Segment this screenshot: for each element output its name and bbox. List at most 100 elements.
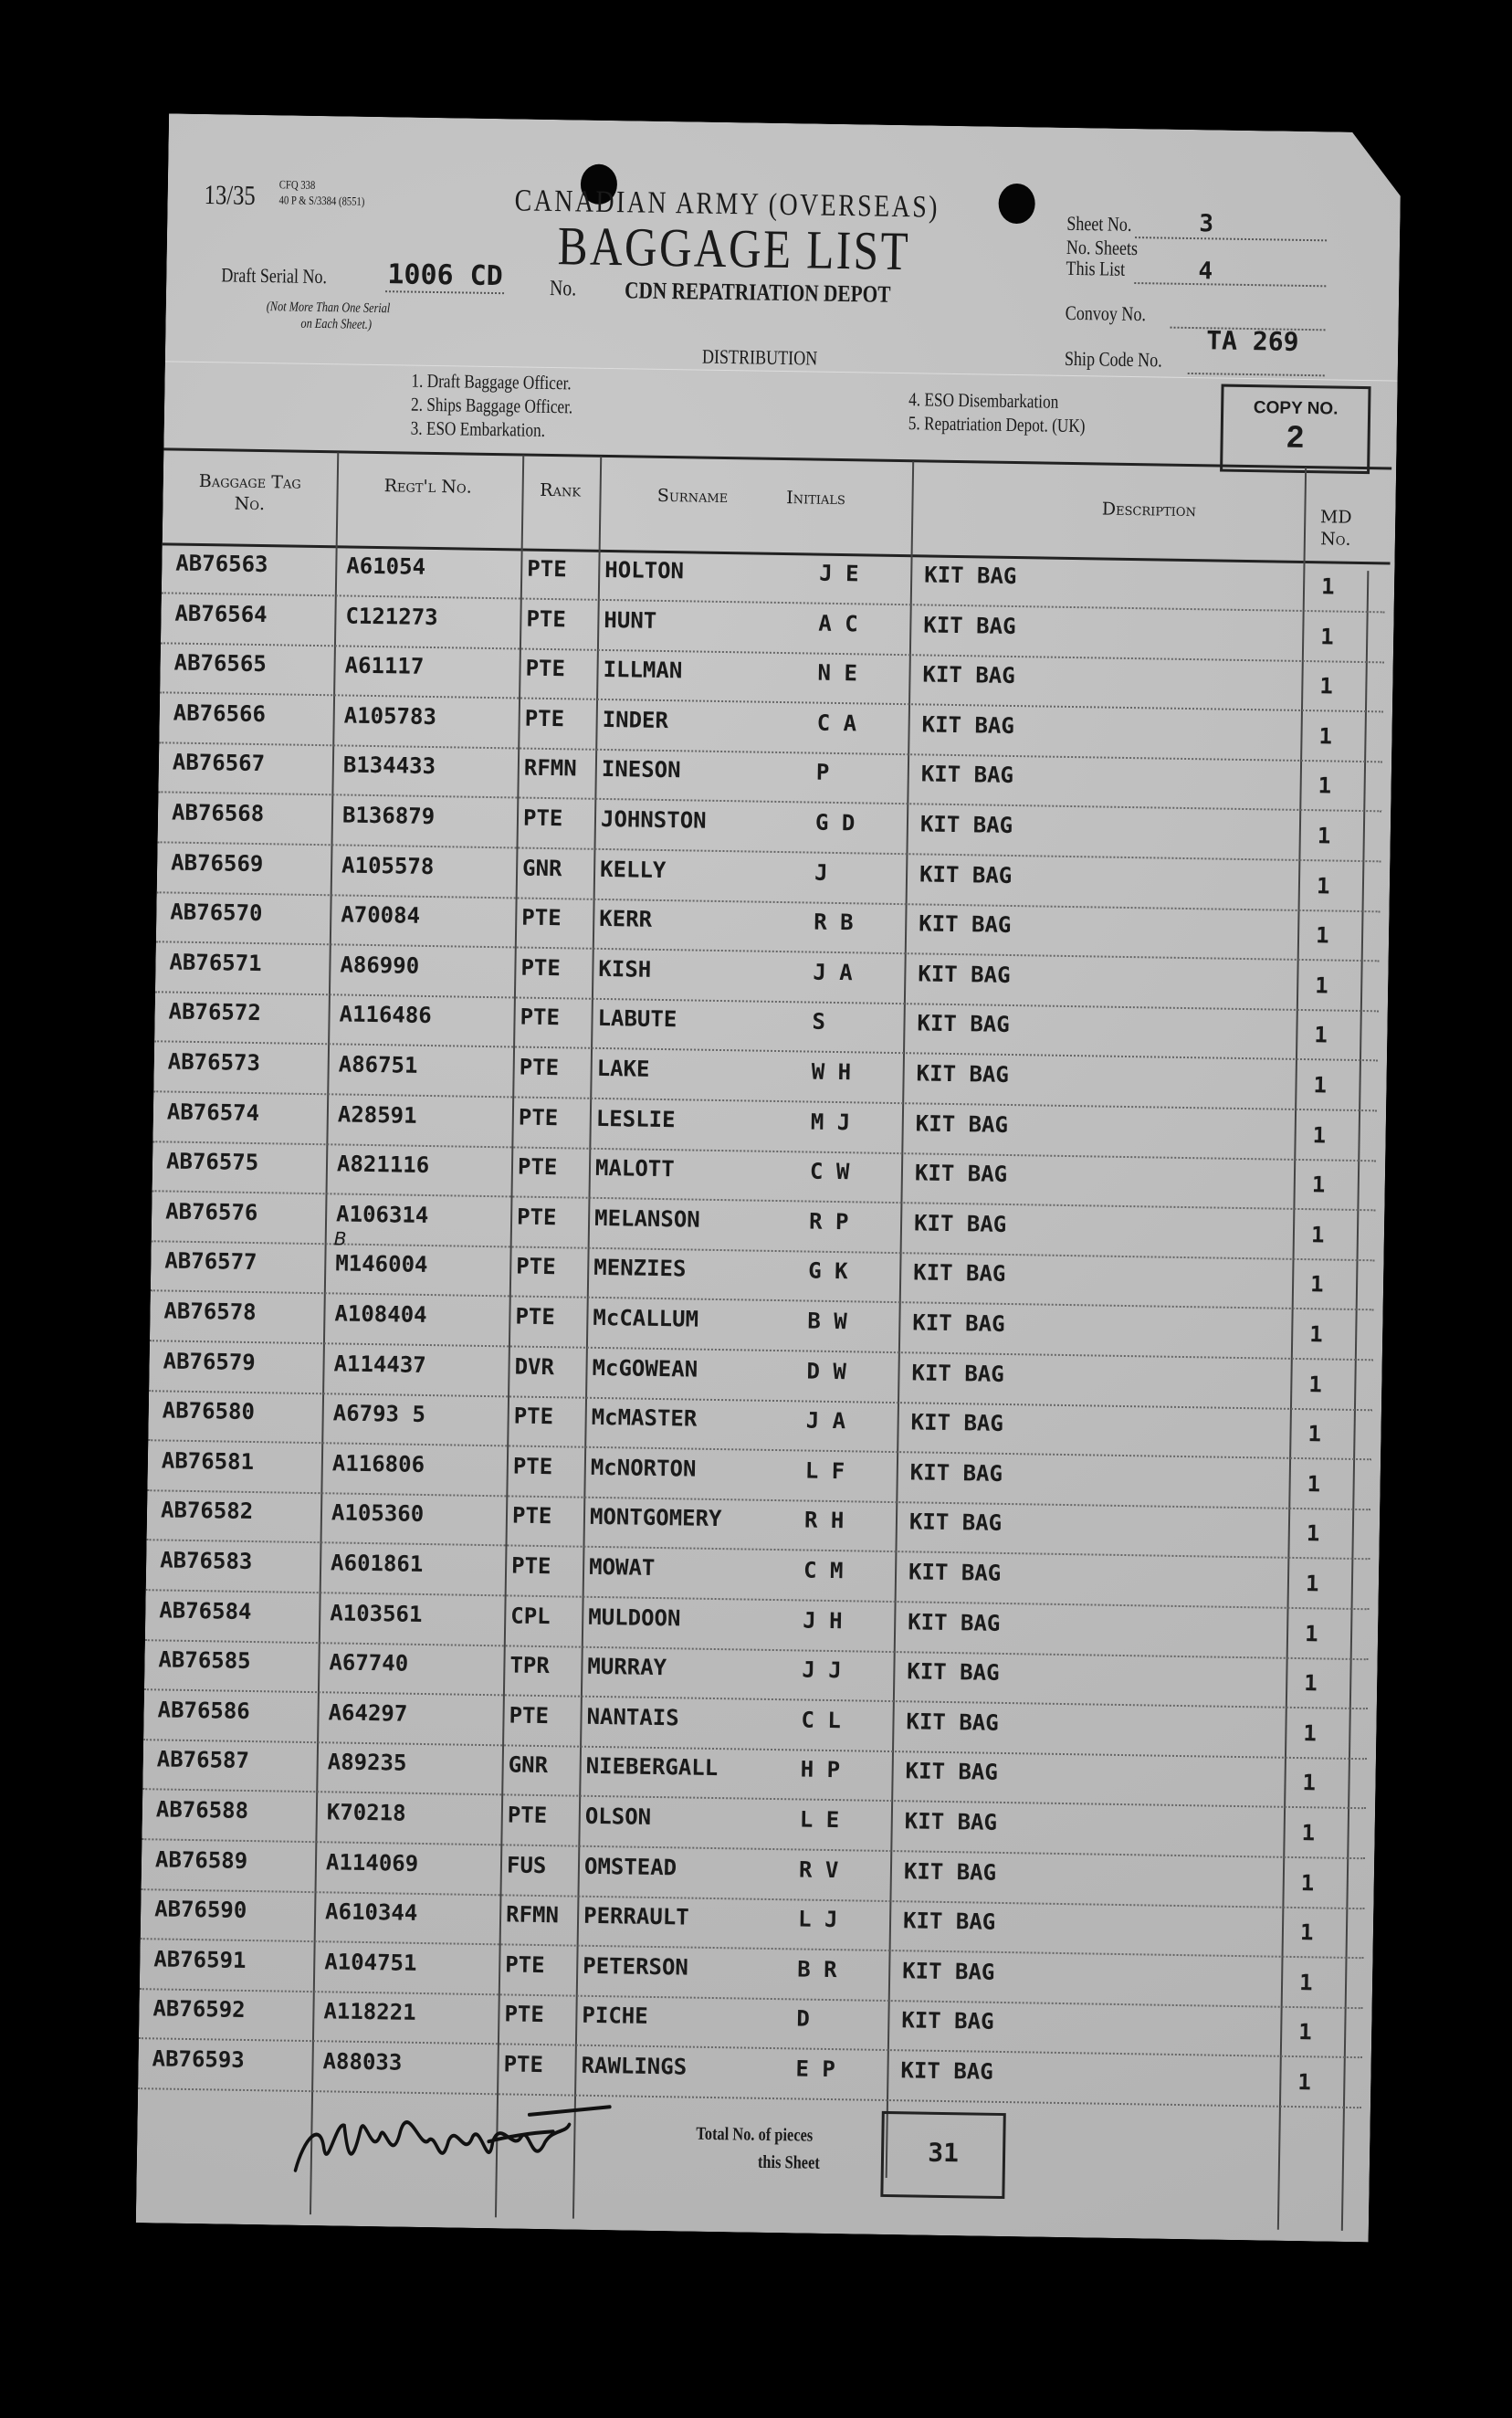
baggage-tag-cell: AB76567: [172, 749, 266, 777]
total-box: 31: [880, 2111, 1005, 2199]
description-cell: KIT BAG: [904, 1808, 998, 1835]
regt-no-cell: A61054: [346, 552, 426, 580]
baggage-tag-cell: AB76573: [167, 1048, 261, 1077]
form-code: 13/35: [204, 180, 256, 211]
surname-cell: PETERSON: [583, 1952, 689, 1981]
form-ref: CFQ 338: [278, 177, 316, 192]
initials-cell: B R: [797, 1956, 837, 1982]
rank-cell: PTE: [503, 2051, 544, 2078]
total-label: this Sheet: [757, 2151, 820, 2173]
initials-cell: R H: [803, 1507, 845, 1534]
rank-cell: GNR: [521, 855, 562, 881]
punch-hole: [998, 184, 1035, 225]
description-cell: KIT BAG: [910, 1409, 1004, 1437]
total-value: 31: [927, 2137, 960, 2169]
surname-cell: McMASTER: [591, 1404, 698, 1432]
rank-cell: CPL: [510, 1603, 551, 1629]
header-md-no: MD No.: [1319, 507, 1352, 550]
header-baggage-tag: Baggage Tag No.: [198, 470, 301, 515]
rank-cell: PTE: [522, 804, 563, 832]
sheet-no-line: [1135, 237, 1327, 241]
md-no-cell: 1: [1305, 1571, 1319, 1597]
initials-cell: J A: [813, 959, 853, 986]
initials-cell: J: [814, 859, 828, 886]
surname-cell: MALOTT: [594, 1155, 675, 1183]
table-top-rule: [163, 447, 1391, 469]
md-no-cell: 1: [1300, 1869, 1315, 1896]
surname-cell: HUNT: [604, 606, 657, 634]
initials-cell: W H: [811, 1058, 852, 1086]
baggage-tag-cell: AB76585: [158, 1646, 251, 1675]
baggage-tag-cell: AB76577: [164, 1247, 257, 1276]
md-no-cell: 1: [1298, 1969, 1313, 1996]
initials-cell: J J: [802, 1656, 842, 1684]
baggage-tag-cell: AB76593: [152, 2045, 245, 2073]
rank-cell: PTE: [524, 705, 565, 732]
initials-cell: N E: [817, 659, 858, 687]
md-no-cell: 1: [1320, 573, 1335, 600]
initials-cell: J H: [803, 1607, 843, 1634]
surname-cell: JOHNSTON: [600, 805, 707, 834]
md-no-cell: 1: [1301, 1820, 1316, 1846]
form-ref: 40 P & S/3384 (8551): [278, 193, 365, 208]
surname-cell: MULDOON: [588, 1603, 681, 1631]
no-label: No.: [549, 276, 577, 301]
initials-cell: G K: [808, 1257, 848, 1285]
initials-cell: J A: [805, 1407, 846, 1435]
baggage-tag-cell: AB76586: [157, 1697, 250, 1724]
baggage-tag-cell: AB76574: [166, 1099, 260, 1126]
regt-no-cell: A601861: [330, 1550, 424, 1577]
md-no-cell: 1: [1320, 623, 1334, 650]
distribution-item: 3. ESO Embarkation.: [410, 416, 546, 441]
initials-cell: C M: [803, 1557, 844, 1584]
regt-no-cell: A89235: [327, 1749, 407, 1777]
draft-serial-note: (Not More Than One Serial: [266, 300, 391, 317]
rank-cell: PTE: [515, 1303, 556, 1330]
baggage-tag-cell: AB76570: [170, 899, 263, 927]
unit-name: CDN REPATRIATION DEPOT: [624, 277, 891, 308]
initials-cell: H P: [800, 1756, 841, 1783]
surname-cell: KELLY: [599, 856, 667, 883]
baggage-tag-cell: AB76578: [163, 1298, 257, 1326]
description-cell: KIT BAG: [919, 811, 1013, 839]
baggage-tag-cell: AB76571: [169, 949, 262, 976]
total-label: Total No. of pieces: [696, 2123, 814, 2146]
md-no-cell: 1: [1316, 872, 1330, 899]
regt-no-cell: A108404: [334, 1300, 427, 1328]
description-cell: KIT BAG: [909, 1459, 1003, 1487]
rank-cell: DVR: [514, 1353, 555, 1380]
baggage-tag-cell: AB76576: [164, 1198, 258, 1225]
surname-cell: NIEBERGALL: [585, 1753, 719, 1782]
description-cell: KIT BAG: [921, 711, 1015, 739]
rank-cell: GNR: [508, 1751, 549, 1779]
initials-cell: E P: [795, 2055, 836, 2083]
surname-cell: MURRAY: [587, 1653, 667, 1681]
baggage-tag-cell: AB76581: [161, 1447, 255, 1475]
regt-no-cell: B136879: [341, 802, 436, 830]
regt-no-cell: A61117: [344, 652, 425, 680]
regt-no-cell: A116806: [331, 1450, 425, 1477]
rank-cell: PTE: [521, 904, 562, 931]
baggage-tag-cell: AB76588: [155, 1796, 249, 1824]
description-cell: KIT BAG: [911, 1359, 1004, 1387]
baggage-tag-cell: AB76569: [170, 849, 264, 877]
description-cell: KIT BAG: [902, 1958, 995, 1985]
md-no-cell: 1: [1312, 1121, 1327, 1149]
baggage-tag-cell: AB76587: [156, 1746, 250, 1774]
rank-cell: PTE: [507, 1802, 548, 1829]
rank-cell: PTE: [525, 655, 566, 682]
description-cell: KIT BAG: [919, 910, 1012, 939]
initials-cell: C W: [809, 1158, 850, 1185]
description-cell: KIT BAG: [915, 1109, 1009, 1138]
baggage-tag-cell: AB76589: [154, 1845, 248, 1874]
description-cell: KIT BAG: [919, 861, 1013, 888]
baggage-tag-cell: AB76591: [153, 1946, 247, 1973]
regt-no-cell: A105578: [341, 852, 435, 879]
regt-no-cell: A821116: [336, 1151, 430, 1179]
rank-cell: RFMN: [523, 754, 577, 782]
initials-cell: R P: [808, 1208, 849, 1235]
md-no-cell: 1: [1309, 1271, 1324, 1298]
regt-no-cell: A114437: [333, 1350, 426, 1378]
initials-cell: G D: [814, 809, 856, 836]
copy-no-label: COPY NO.: [1253, 398, 1339, 419]
